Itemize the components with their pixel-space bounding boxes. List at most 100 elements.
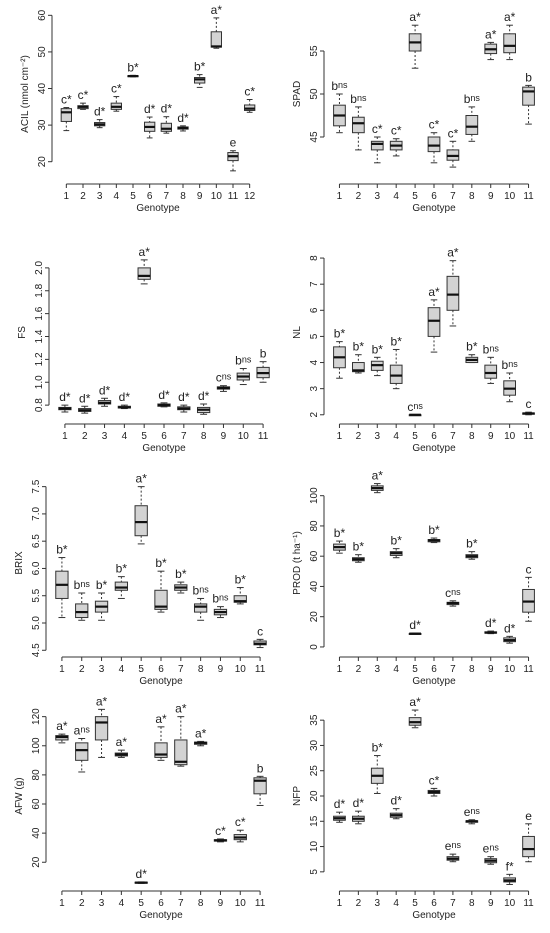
box-genotype-10: d* — [503, 621, 516, 644]
letter: b — [502, 358, 509, 372]
letter: c — [61, 93, 67, 107]
group-letter: bns — [235, 354, 252, 368]
ns-mark: ns — [451, 587, 461, 597]
y-tick-label: 80 — [309, 520, 320, 532]
letter: d — [177, 111, 184, 125]
box-genotype-8: b* — [465, 340, 479, 364]
letter: d — [99, 383, 106, 397]
x-tick-label: 4 — [393, 898, 399, 909]
ns-mark: ns — [489, 343, 499, 353]
box-genotype-2: b* — [352, 540, 365, 563]
letter: a — [409, 10, 416, 24]
x-tick-label: 2 — [356, 664, 362, 675]
box-genotype-10: b* — [233, 573, 247, 605]
x-tick-label: 8 — [201, 431, 207, 442]
x-tick-label: 9 — [488, 431, 494, 442]
group-letter: d* — [504, 621, 516, 635]
letter: b — [235, 354, 242, 368]
letter: c — [448, 126, 454, 140]
group-letter: a* — [139, 245, 151, 259]
x-tick-label: 3 — [374, 664, 380, 675]
significance-mark: * — [202, 726, 207, 740]
box-genotype-9: b* — [194, 60, 206, 88]
y-tick-label: 35 — [309, 714, 320, 726]
x-tick-label: 4 — [114, 191, 120, 202]
group-letter: b* — [194, 60, 206, 74]
x-axis-title: Genotype — [412, 203, 456, 214]
letter: b — [350, 92, 357, 106]
group-letter: a* — [504, 10, 516, 24]
group-letter: a* — [136, 472, 148, 486]
significance-mark: * — [397, 124, 402, 138]
ns-mark: ns — [80, 579, 90, 589]
x-tick-label: 1 — [64, 191, 70, 202]
x-tick-label: 9 — [197, 191, 203, 202]
group-letter: b* — [372, 342, 384, 356]
significance-mark: * — [151, 102, 156, 116]
box-genotype-5: a* — [408, 10, 422, 69]
letter: d — [161, 102, 168, 116]
letter: b — [96, 578, 103, 592]
significance-mark: * — [359, 796, 364, 810]
x-tick-label: 6 — [431, 664, 437, 675]
x-tick-label: 10 — [504, 191, 516, 202]
group-letter: c* — [391, 124, 402, 138]
y-tick-label: 5.0 — [31, 616, 42, 630]
ns-mark: ns — [357, 93, 367, 103]
group-letter: bns — [193, 583, 210, 597]
group-letter: c* — [215, 824, 226, 838]
group-letter: bns — [331, 79, 348, 93]
box-genotype-3: c* — [370, 122, 384, 164]
x-tick-label: 10 — [211, 191, 223, 202]
group-letter: c* — [244, 84, 255, 98]
group-letter: d* — [178, 390, 190, 404]
significance-mark: * — [205, 389, 210, 403]
letter: a — [175, 702, 182, 716]
letter: b — [194, 60, 201, 74]
group-letter: d* — [59, 390, 71, 404]
x-axis-title: Genotype — [142, 443, 186, 454]
box-genotype-11: b — [522, 70, 535, 125]
x-tick-label: 11 — [228, 191, 239, 202]
group-letter: a* — [175, 702, 187, 716]
x-tick-label: 9 — [488, 664, 494, 675]
significance-mark: * — [250, 84, 255, 98]
letter: a — [195, 726, 202, 740]
box-genotype-11: b — [256, 347, 270, 383]
x-tick-label: 8 — [198, 664, 204, 675]
letter: a — [136, 472, 143, 486]
box-genotype-10: bns — [502, 358, 518, 403]
group-letter: d* — [136, 867, 148, 881]
box-genotype-4: d* — [389, 794, 403, 820]
group-letter: cns — [216, 371, 232, 385]
y-tick-label: 60 — [309, 550, 320, 562]
y-tick-label: 20 — [309, 790, 320, 802]
letter: e — [464, 805, 471, 819]
significance-mark: * — [435, 773, 440, 787]
y-axis-title: NL — [292, 326, 303, 339]
letter: d — [79, 391, 86, 405]
x-tick-label: 11 — [523, 191, 534, 202]
letter: c — [111, 82, 117, 96]
significance-mark: * — [67, 93, 72, 107]
group-letter: ans — [74, 723, 91, 737]
y-tick-label: 7.0 — [31, 507, 42, 521]
box-genotype-5: b* — [127, 60, 139, 78]
box-genotype-7: c* — [446, 126, 460, 168]
x-tick-label: 7 — [450, 191, 456, 202]
y-axis-title: PROD (t ha⁻¹) — [292, 531, 303, 595]
group-letter: c* — [111, 82, 122, 96]
x-tick-label: 9 — [488, 898, 494, 909]
significance-mark: * — [359, 540, 364, 554]
ns-mark: ns — [413, 401, 423, 411]
group-letter: b — [257, 761, 264, 775]
box-genotype-11: e — [227, 136, 239, 172]
letter: b — [212, 592, 219, 606]
x-tick-label: 5 — [138, 898, 144, 909]
significance-mark: * — [66, 390, 71, 404]
group-letter: b* — [466, 537, 478, 551]
group-letter: d* — [158, 388, 170, 402]
letter: d — [119, 390, 126, 404]
letter: b — [391, 334, 398, 348]
